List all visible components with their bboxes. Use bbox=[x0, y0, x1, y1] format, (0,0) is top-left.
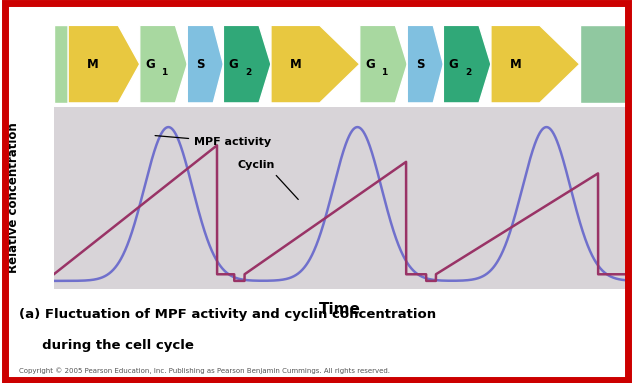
Text: M: M bbox=[510, 58, 521, 70]
Text: MPF activity: MPF activity bbox=[155, 136, 272, 147]
Text: Relative concentration: Relative concentration bbox=[8, 122, 20, 273]
Polygon shape bbox=[223, 25, 271, 103]
Text: M: M bbox=[87, 58, 99, 70]
Text: G: G bbox=[365, 58, 375, 70]
Text: G: G bbox=[229, 58, 239, 70]
Polygon shape bbox=[443, 25, 491, 103]
Text: G: G bbox=[145, 58, 154, 70]
Text: 2: 2 bbox=[245, 68, 251, 77]
Polygon shape bbox=[140, 25, 187, 103]
Text: 1: 1 bbox=[381, 68, 387, 77]
Text: (a) Fluctuation of MPF activity and cyclin concentration: (a) Fluctuation of MPF activity and cycl… bbox=[19, 308, 436, 321]
Polygon shape bbox=[360, 25, 407, 103]
Bar bbox=[580, 25, 627, 103]
Text: G: G bbox=[449, 58, 458, 70]
Text: 2: 2 bbox=[465, 68, 471, 77]
Text: S: S bbox=[196, 58, 204, 70]
Text: Cyclin: Cyclin bbox=[237, 160, 275, 170]
Polygon shape bbox=[407, 25, 443, 103]
Text: during the cell cycle: during the cell cycle bbox=[19, 339, 194, 352]
Text: Time: Time bbox=[319, 303, 361, 318]
Bar bbox=[54, 25, 68, 103]
Polygon shape bbox=[271, 25, 360, 103]
Text: M: M bbox=[289, 58, 301, 70]
Polygon shape bbox=[491, 25, 580, 103]
Polygon shape bbox=[187, 25, 223, 103]
Text: Copyright © 2005 Pearson Education, Inc. Publishing as Pearson Benjamin Cummings: Copyright © 2005 Pearson Education, Inc.… bbox=[19, 368, 390, 374]
Text: 1: 1 bbox=[161, 68, 168, 77]
Polygon shape bbox=[68, 25, 140, 103]
Text: S: S bbox=[416, 58, 425, 70]
